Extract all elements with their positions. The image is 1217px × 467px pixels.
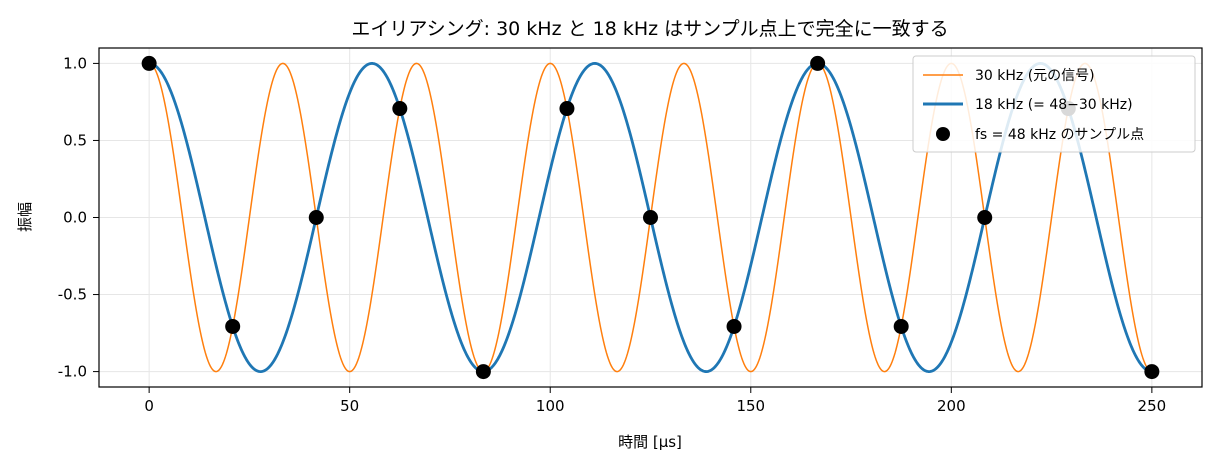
y-tick-label: 1.0: [63, 54, 87, 72]
sample-point: [810, 55, 826, 71]
chart-title: エイリアシング: 30 kHz と 18 kHz はサンプル点上で完全に一致する: [351, 18, 948, 40]
x-tick-label: 0: [144, 397, 154, 415]
sample-point: [643, 210, 658, 225]
sample-point: [893, 318, 909, 334]
sample-point: [308, 210, 324, 225]
sample-point: [141, 55, 157, 71]
legend-box: [912, 55, 1196, 153]
legend-label-30khz: 30 kHz (元の信号): [975, 68, 1095, 84]
y-tick-label: -0.5: [58, 286, 87, 304]
y-tick-label: 0.5: [63, 131, 87, 149]
x-tick-label: 100: [536, 397, 565, 415]
sample-point: [225, 318, 241, 334]
x-axis: 0 50 100 150 200 250: [144, 387, 1166, 415]
sample-point: [726, 318, 742, 334]
sample-point: [977, 210, 993, 225]
y-axis: 1.0 0.5 0.0 -0.5 -1.0: [58, 54, 99, 381]
x-tick-label: 50: [340, 397, 359, 415]
sample-point: [392, 101, 408, 117]
x-tick-label: 150: [736, 397, 765, 415]
y-tick-label: -1.0: [58, 363, 87, 381]
x-tick-label: 200: [937, 397, 966, 415]
sample-point: [1144, 364, 1160, 380]
legend-label-18khz: 18 kHz (= 48−30 kHz): [975, 97, 1133, 113]
legend-label-samples: fs = 48 kHz のサンプル点: [975, 127, 1144, 143]
y-axis-label: 振幅: [16, 202, 34, 232]
sample-point: [475, 364, 491, 380]
sample-point: [559, 101, 575, 117]
x-tick-label: 250: [1138, 397, 1167, 415]
legend: 30 kHz (元の信号) 18 kHz (= 48−30 kHz) fs = …: [912, 55, 1196, 153]
x-axis-label: 時間 [μs]: [618, 433, 682, 451]
plot-area: [141, 55, 1160, 380]
y-tick-label: 0.0: [63, 209, 87, 227]
legend-swatch-samples: [936, 127, 950, 141]
